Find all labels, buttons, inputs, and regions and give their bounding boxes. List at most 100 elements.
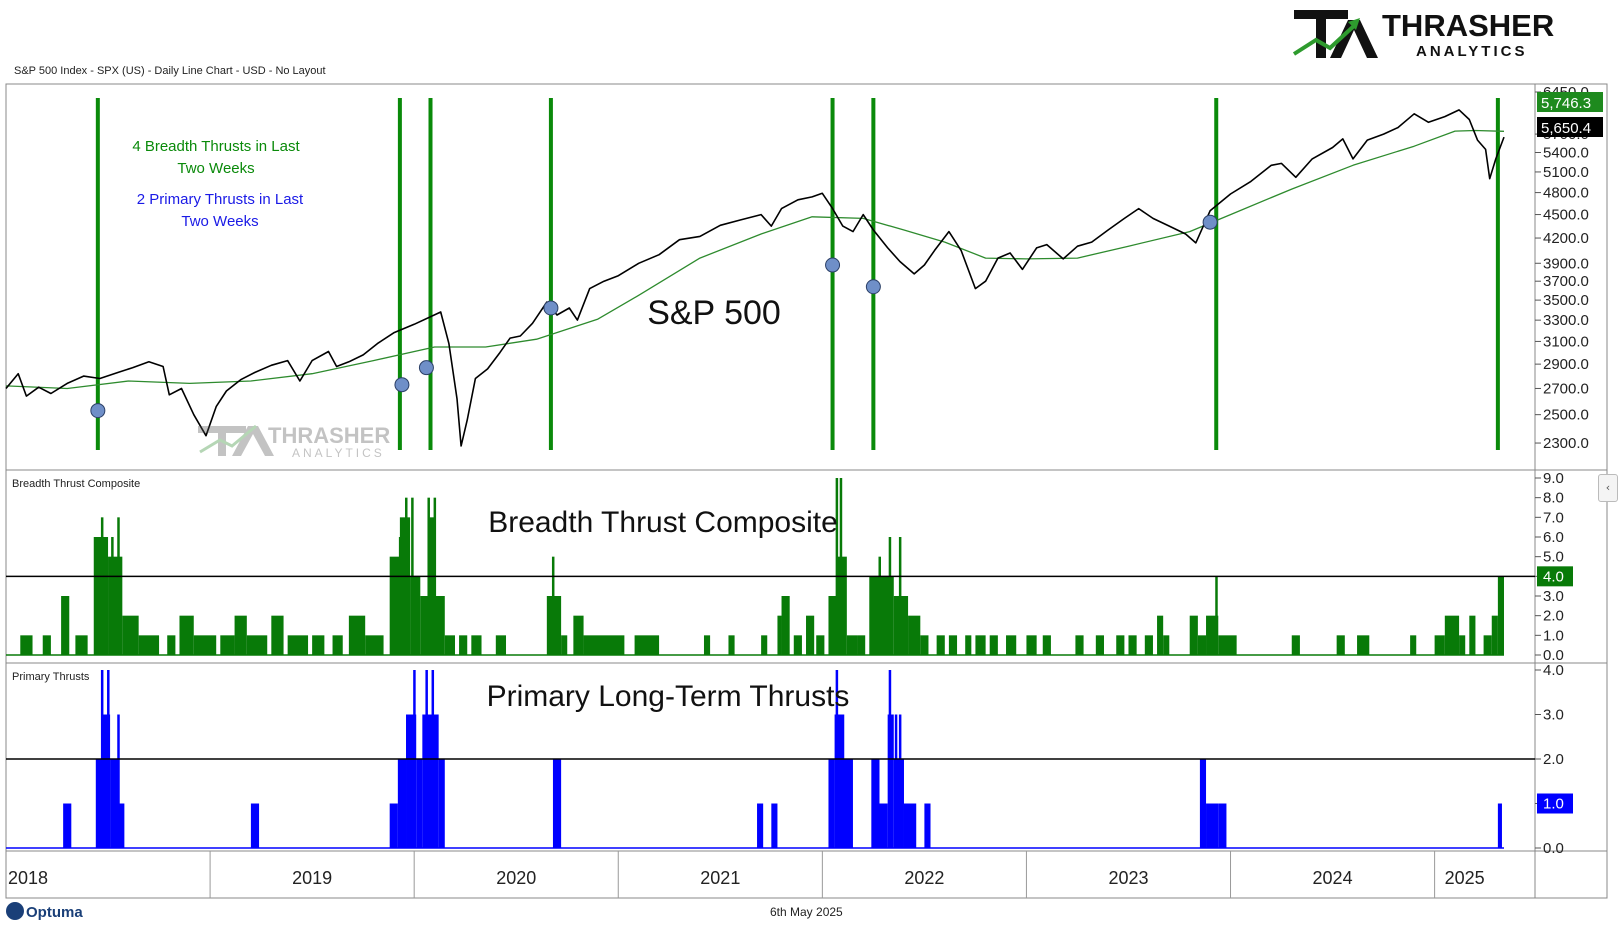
breadth-bar-81	[1497, 576, 1504, 655]
logo-arrow-icon	[1292, 22, 1358, 56]
breadth-bar-10	[193, 635, 217, 655]
breadth-bar-40	[793, 635, 802, 655]
primary-bar-26	[1206, 803, 1219, 848]
primary-bar-4	[118, 803, 125, 848]
watermark-ta-mark	[198, 426, 274, 456]
breadth-spike-3	[398, 537, 402, 655]
breadth-bar-57	[1006, 635, 1017, 655]
breadth-bar-74	[1410, 635, 1417, 655]
primary-bar-16	[828, 759, 835, 848]
thrust-marker-2	[418, 360, 434, 376]
breadth-bar-4	[93, 537, 109, 655]
breadth-last-label-bg	[1537, 566, 1573, 587]
breadth-bar-24	[428, 517, 435, 655]
breadth-bar-53	[948, 635, 958, 655]
logo-main-text: THRASHER	[1382, 8, 1554, 43]
primary-bar-7	[397, 759, 407, 848]
breadth-bar-48	[879, 576, 894, 655]
breadth-bar-42	[816, 635, 825, 655]
primary-bar-5	[250, 803, 260, 848]
breadth-bar-56	[989, 635, 998, 655]
footer-date: 6th May 2025	[770, 905, 843, 919]
breadth-bar-64	[1144, 635, 1153, 655]
primary-title: Primary Long-Term Thrusts	[487, 680, 850, 713]
breadth-bar-23	[420, 596, 429, 655]
primary-bar-1	[95, 759, 102, 848]
thrust-marker-0	[90, 403, 106, 419]
collapse-panel-button[interactable]: ‹	[1598, 474, 1618, 502]
breadth-bar-68	[1197, 635, 1207, 655]
breadth-bar-33	[583, 635, 625, 655]
breadth-bar-73	[1357, 635, 1370, 655]
primary-note-line2: Two Weeks	[181, 213, 258, 230]
breadth-bar-6	[122, 615, 139, 655]
primary-bar-0	[63, 803, 72, 848]
price-last-label-bg	[1537, 117, 1603, 137]
brand-logo: THRASHER ANALYTICS	[1290, 6, 1560, 62]
breadth-bar-80	[1491, 615, 1498, 655]
price-tick-label-4: 4800.0	[1543, 185, 1589, 202]
logo-sub-text: ANALYTICS	[1416, 43, 1527, 60]
year-label-2020: 2020	[496, 868, 536, 888]
breadth-last-label: 4.0	[1543, 568, 1564, 585]
breadth-bar-79	[1483, 635, 1492, 655]
year-label-2019: 2019	[292, 868, 332, 888]
breadth-bar-15	[287, 635, 309, 655]
breadth-tick-label-0: 9.0	[1543, 470, 1564, 487]
breadth-spike-12	[888, 537, 892, 655]
breadth-bar-61	[1095, 635, 1104, 655]
chart-subtitle: S&P 500 Index - SPX (US) - Daily Line Ch…	[14, 65, 326, 77]
primary-spike-2	[117, 714, 120, 848]
breadth-title: Breadth Thrust Composite	[488, 506, 838, 539]
breadth-spike-10	[839, 478, 843, 655]
watermark-main-text: THRASHER	[268, 423, 390, 448]
breadth-bar-35	[703, 635, 711, 655]
breadth-spike-11	[878, 556, 881, 655]
breadth-bar-71	[1291, 635, 1300, 655]
year-label-2024: 2024	[1313, 868, 1353, 888]
breadth-bar-36	[728, 635, 735, 655]
thrust-marker-6	[1202, 214, 1218, 230]
primary-bar-9	[416, 759, 423, 848]
primary-bar-27	[1218, 803, 1227, 848]
year-label-2018: 2018	[8, 868, 48, 888]
breadth-bar-67	[1189, 615, 1198, 655]
sp500-title: S&P 500	[647, 294, 781, 332]
breadth-bar-62	[1116, 635, 1125, 655]
breadth-bar-25	[434, 596, 445, 655]
breadth-note-line2: Two Weeks	[177, 160, 254, 177]
breadth-tick-label-8: 1.0	[1543, 627, 1564, 644]
breadth-bar-5	[108, 556, 123, 655]
primary-bar-8	[406, 714, 417, 848]
breadth-tick-label-2: 7.0	[1543, 509, 1564, 526]
ma-last-label: 5,746.3	[1541, 95, 1591, 112]
breadth-spike-8	[551, 556, 555, 655]
primary-tick-label-4: 0.0	[1543, 840, 1564, 857]
breadth-bar-2	[61, 596, 70, 655]
primary-bar-2	[101, 714, 111, 848]
breadth-bar-39	[781, 596, 790, 655]
breadth-bar-52	[936, 635, 945, 655]
breadth-bar-32	[573, 615, 584, 655]
breadth-tick-label-3: 6.0	[1543, 529, 1564, 546]
breadth-bar-38	[777, 615, 782, 655]
breadth-bar-54	[965, 635, 972, 655]
year-label-2023: 2023	[1108, 868, 1148, 888]
price-tick-label-10: 3300.0	[1543, 312, 1589, 329]
breadth-spike-13	[898, 537, 902, 655]
price-tick-label-14: 2500.0	[1543, 407, 1589, 424]
breadth-bar-27	[459, 635, 468, 655]
primary-bar-24	[924, 803, 931, 848]
breadth-panel-label: Breadth Thrust Composite	[12, 478, 140, 490]
breadth-tick-label-1: 8.0	[1543, 490, 1564, 507]
breadth-bar-3	[75, 635, 88, 655]
breadth-bar-28	[471, 635, 482, 655]
breadth-bar-19	[365, 635, 384, 655]
thrust-marker-5	[865, 279, 881, 295]
breadth-bar-13	[246, 635, 268, 655]
breadth-bar-70	[1218, 635, 1237, 655]
primary-spike-11	[1200, 759, 1204, 848]
price-tick-label-2: 5400.0	[1543, 144, 1589, 161]
price-tick-label-15: 2300.0	[1543, 435, 1589, 452]
